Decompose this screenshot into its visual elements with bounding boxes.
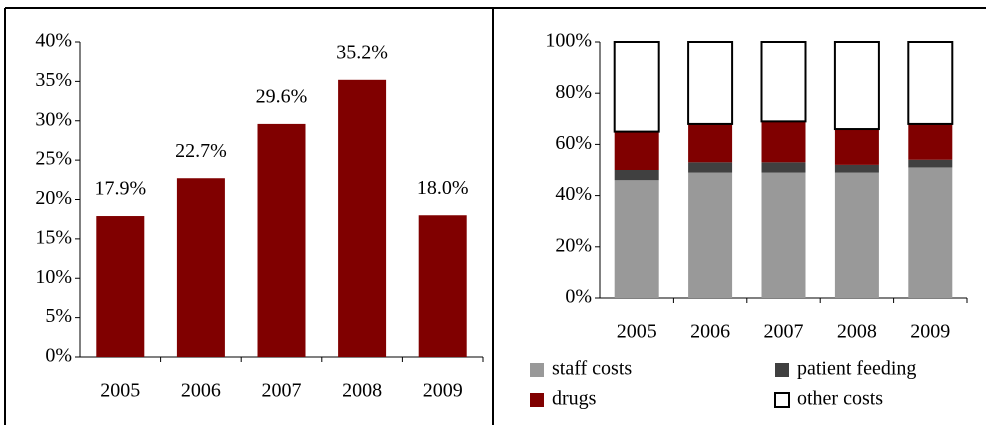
bar-segment	[761, 121, 806, 163]
legend-label: drugs	[552, 388, 597, 410]
bar	[257, 123, 306, 358]
x-tick-label: 2008	[837, 321, 877, 343]
legend-label: patient feeding	[797, 358, 916, 380]
y-tick-label: 100%	[545, 30, 592, 52]
bar-segment	[688, 172, 733, 298]
bar-segment	[761, 162, 806, 173]
bar-segment	[908, 123, 953, 160]
x-tick-label: 2005	[617, 321, 657, 343]
y-tick-label: 20%	[555, 234, 592, 256]
x-tick-label: 2007	[262, 380, 302, 402]
y-tick-label: 0%	[45, 345, 72, 367]
bar-segment	[760, 41, 807, 123]
bar-segment	[614, 170, 659, 181]
bar-segment	[833, 41, 880, 131]
y-tick-label: 40%	[555, 183, 592, 205]
bar-segment	[834, 129, 879, 165]
x-tick-label: 2006	[690, 321, 730, 343]
bar-segment	[614, 180, 659, 298]
y-tick-label: 15%	[35, 226, 72, 248]
bar-segment	[613, 41, 660, 133]
x-tick-label: 2005	[100, 380, 140, 402]
bar	[96, 216, 145, 357]
y-tick-label: 5%	[45, 305, 72, 327]
y-tick-label: 35%	[35, 69, 72, 91]
x-tick-label: 2009	[910, 321, 950, 343]
legend-label: staff costs	[552, 358, 632, 380]
x-tick-label: 2007	[764, 321, 804, 343]
legend-swatch	[530, 393, 544, 407]
y-tick-label: 10%	[35, 266, 72, 288]
bar-segment	[834, 172, 879, 298]
bar-segment	[614, 131, 659, 170]
legend-swatch	[530, 363, 544, 377]
y-tick-label: 30%	[35, 108, 72, 130]
y-tick-label: 0%	[565, 286, 592, 308]
bar	[338, 79, 387, 358]
value-label: 35.2%	[336, 41, 388, 63]
value-label: 18.0%	[417, 177, 469, 199]
y-tick-label: 80%	[555, 81, 592, 103]
bar-segment	[908, 167, 953, 298]
value-label: 22.7%	[175, 140, 227, 162]
bar-segment	[908, 159, 953, 168]
bar-segment	[688, 162, 733, 173]
y-tick-label: 60%	[555, 132, 592, 154]
value-label: 29.6%	[256, 85, 308, 107]
bar-segment	[687, 41, 734, 125]
value-label: 17.9%	[94, 178, 146, 200]
bar-segment	[761, 172, 806, 298]
legend-swatch	[774, 392, 790, 408]
bar	[418, 215, 467, 357]
y-tick-label: 40%	[35, 30, 72, 52]
legend-swatch	[775, 363, 789, 377]
x-tick-label: 2006	[181, 380, 221, 402]
y-tick-label: 20%	[35, 187, 72, 209]
bar-segment	[688, 123, 733, 163]
legend-label: other costs	[797, 388, 883, 410]
x-tick-label: 2008	[342, 380, 382, 402]
bar-segment	[834, 164, 879, 173]
bar	[176, 178, 225, 357]
bar-segment	[907, 41, 954, 125]
y-tick-label: 25%	[35, 148, 72, 170]
x-tick-label: 2009	[423, 380, 463, 402]
